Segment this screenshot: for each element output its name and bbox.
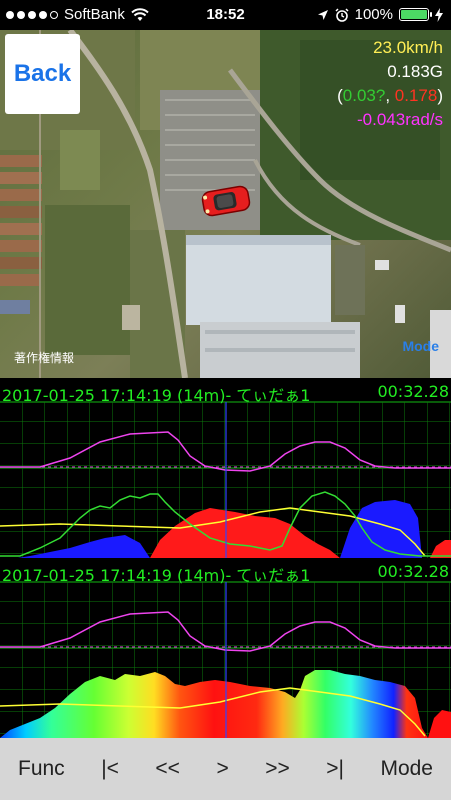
carrier-name: SoftBank	[64, 6, 125, 23]
status-bar: SoftBank 18:52 100%	[0, 0, 451, 30]
rewind-button[interactable]: <<	[155, 757, 180, 780]
g-separator: ,	[385, 86, 395, 105]
g-longitudinal-value: 0.178	[394, 86, 438, 105]
g-lateral-value: 0.03?	[342, 86, 386, 105]
play-button[interactable]: >	[216, 757, 229, 780]
session-title: 2017-01-25 17:14:19 (14m)- てぃだぁ1	[2, 386, 311, 405]
copyright-link[interactable]: 著作権情報	[14, 351, 75, 365]
session-title: 2017-01-25 17:14:19 (14m)- てぃだぁ1	[2, 566, 311, 585]
alarm-icon	[335, 7, 349, 22]
g-open-paren: (	[337, 86, 343, 105]
car-icon	[201, 185, 251, 217]
battery-percent: 100%	[354, 6, 393, 23]
back-button[interactable]: Back	[5, 34, 80, 114]
charging-icon	[435, 7, 443, 22]
yaw-rate-readout: -0.043rad/s	[357, 110, 443, 129]
graph-1-header: 2017-01-25 17:14:19 (14m)- てぃだぁ1 00:32.2…	[0, 380, 451, 405]
g-close-paren: )	[437, 86, 443, 105]
skip-to-end-button[interactable]: >|	[326, 757, 344, 780]
signal-strength-icon	[6, 10, 58, 19]
skip-to-start-button[interactable]: |<	[101, 757, 119, 780]
status-right: 100%	[317, 6, 443, 23]
func-button[interactable]: Func	[18, 757, 65, 780]
telemetry-graph-2[interactable]: 2017-01-25 17:14:19 (14m)- てぃだぁ1 00:32.2…	[0, 558, 451, 738]
telemetry-graph-1[interactable]: 2017-01-25 17:14:19 (14m)- てぃだぁ1 00:32.2…	[0, 378, 451, 558]
g-force-readout: 0.183G	[387, 62, 443, 81]
elapsed-time: 00:32.28	[377, 562, 449, 581]
map-mode-button[interactable]: Mode	[402, 338, 439, 354]
speed-readout: 23.0km/h	[373, 38, 443, 57]
graph-2-plot	[0, 581, 451, 738]
graph-2-header: 2017-01-25 17:14:19 (14m)- てぃだぁ1 00:32.2…	[0, 560, 451, 585]
satellite-map[interactable]: Back 23.0km/h 0.183G (0.03?, 0.178) -0.0…	[0, 30, 451, 378]
g-components-readout: (0.03?, 0.178)	[337, 86, 443, 106]
wifi-icon	[131, 7, 149, 21]
location-arrow-icon	[317, 9, 328, 20]
status-left: SoftBank	[6, 6, 149, 23]
elapsed-time: 00:32.28	[377, 382, 449, 401]
playback-toolbar: Func |< << > >> >| Mode	[0, 738, 451, 800]
graph-1-plot	[0, 401, 451, 558]
battery-icon	[399, 8, 432, 21]
mode-button[interactable]: Mode	[380, 757, 433, 780]
fast-forward-button[interactable]: >>	[265, 757, 290, 780]
